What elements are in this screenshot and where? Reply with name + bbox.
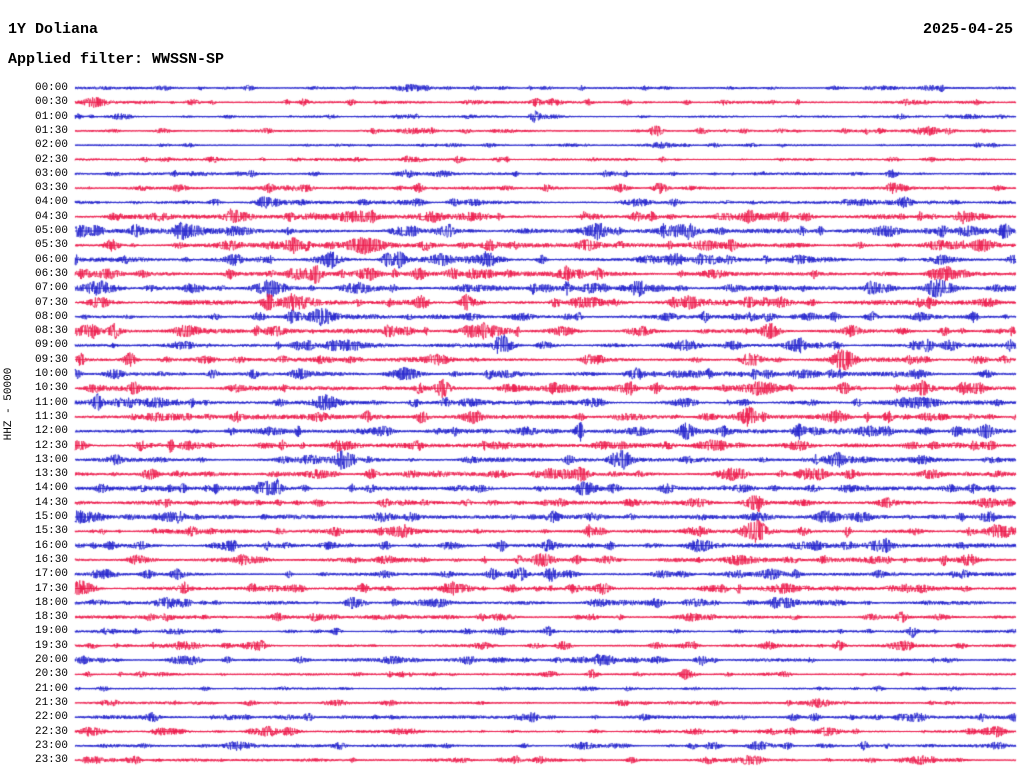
time-label: 13:30 [34, 468, 68, 481]
time-label: 04:00 [34, 196, 68, 209]
time-label: 07:00 [34, 282, 68, 295]
time-label: 05:00 [34, 225, 68, 237]
time-label: 11:30 [34, 410, 68, 423]
time-label: 10:00 [34, 368, 68, 380]
time-label: 18:00 [34, 596, 68, 609]
time-label: 00:00 [34, 82, 68, 94]
time-label: 19:00 [34, 625, 68, 638]
time-label: 09:30 [34, 353, 68, 366]
time-label: 07:30 [34, 296, 68, 309]
time-label: 02:00 [34, 139, 68, 152]
time-label: 06:00 [34, 253, 68, 266]
time-label: 16:30 [34, 553, 68, 566]
time-label: 18:30 [34, 611, 68, 624]
time-label: 23:00 [34, 739, 68, 752]
time-label: 14:00 [34, 482, 68, 495]
time-label: 22:00 [34, 711, 68, 724]
time-label: 11:00 [34, 396, 68, 409]
time-label: 12:30 [34, 439, 68, 452]
time-label: 08:30 [34, 325, 68, 338]
time-label: 03:00 [34, 167, 68, 180]
time-label: 21:30 [34, 696, 68, 709]
time-label: 19:30 [34, 639, 68, 652]
time-label: 16:00 [34, 539, 68, 552]
time-label: 20:30 [34, 668, 68, 681]
time-label: 10:30 [34, 382, 68, 395]
time-label: 17:00 [34, 568, 68, 581]
time-label: 02:30 [34, 153, 68, 166]
time-label: 08:00 [34, 310, 68, 323]
time-label: 03:30 [34, 182, 68, 195]
time-label: 14:30 [34, 496, 68, 509]
time-label: 00:30 [34, 96, 68, 109]
time-label: 23:30 [34, 754, 68, 767]
time-axis: 00:00 00:30 01:00 01:30 02:00 02:30 03:00 03:30… [0, 0, 70, 780]
time-label: 05:30 [34, 239, 68, 252]
time-label: 22:30 [34, 725, 68, 738]
time-label: 01:00 [34, 110, 68, 123]
time-label: 21:00 [34, 682, 68, 695]
time-label: 04:30 [34, 210, 68, 223]
time-label: 01:30 [34, 124, 68, 137]
time-label: 15:30 [34, 525, 68, 538]
time-label: 13:00 [34, 453, 68, 466]
time-label: 06:30 [34, 267, 68, 280]
time-label: 20:00 [34, 654, 68, 666]
time-label: 12:00 [34, 425, 68, 438]
time-label: 15:00 [34, 511, 68, 523]
time-label: 17:30 [34, 582, 68, 595]
time-label: 09:00 [34, 339, 68, 352]
